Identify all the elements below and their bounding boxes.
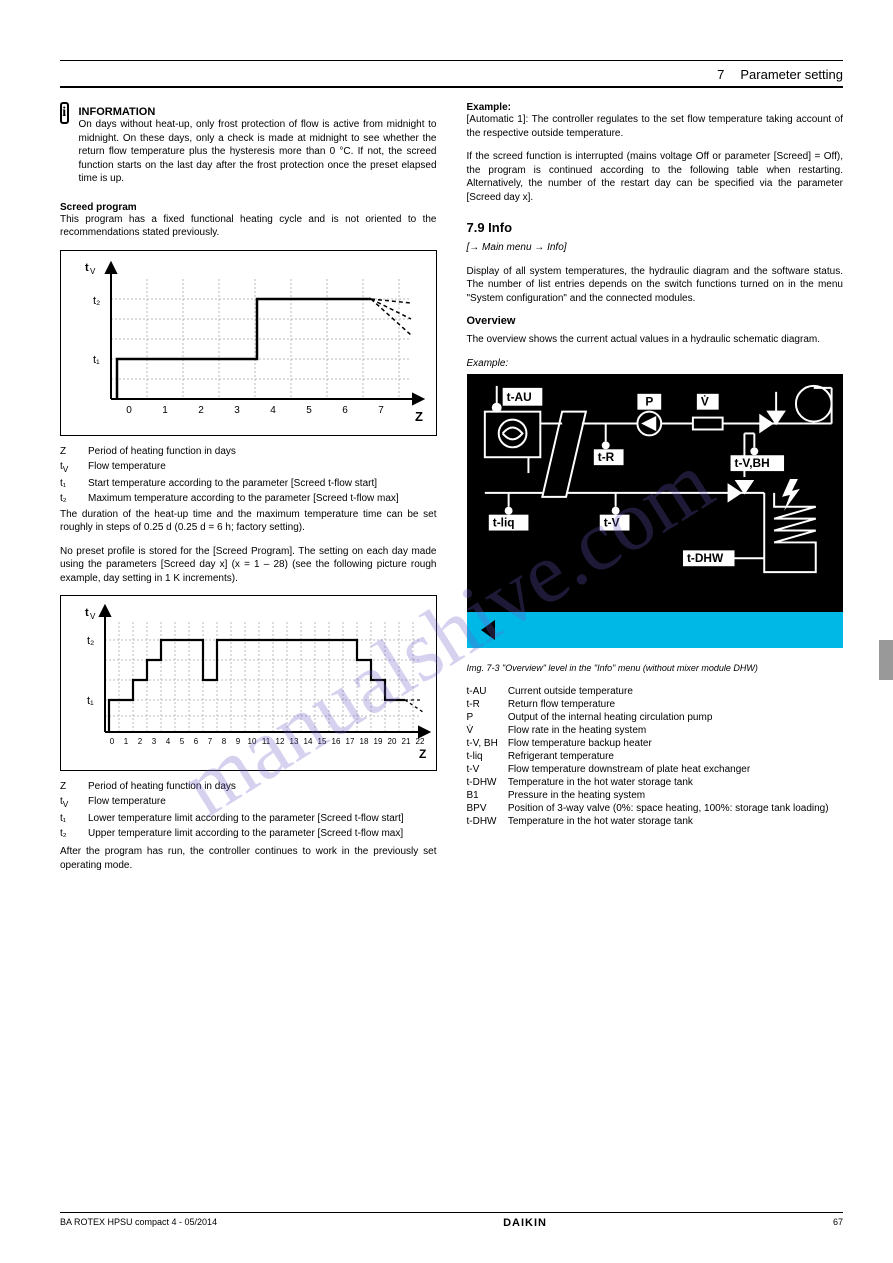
duration-para: The duration of the heat-up time and the… xyxy=(60,508,437,535)
svg-text:0: 0 xyxy=(126,405,132,416)
svg-text:10: 10 xyxy=(248,737,257,746)
legend-row: t₂Maximum temperature according to the p… xyxy=(60,493,437,504)
overview-body: The overview shows the current actual va… xyxy=(467,333,844,347)
screed-body: This program has a fixed functional heat… xyxy=(60,213,437,240)
svg-text:11: 11 xyxy=(262,737,271,746)
label-t-dhw: t-DHW xyxy=(686,551,723,565)
svg-text:3: 3 xyxy=(234,405,240,416)
svg-text:V: V xyxy=(90,267,96,276)
svg-text:3: 3 xyxy=(152,737,157,746)
nav-path: [→ Main menu → Info] xyxy=(467,241,844,255)
chart-1: tV t₂ xyxy=(60,250,437,436)
svg-text:4: 4 xyxy=(270,405,276,416)
svg-text:0: 0 xyxy=(110,737,115,746)
example-body: [Automatic 1]: The controller regulates … xyxy=(467,113,844,140)
footer-page: 67 xyxy=(833,1217,843,1229)
svg-text:14: 14 xyxy=(304,737,313,746)
footer-brand: DAIKIN xyxy=(217,1217,833,1229)
svg-text:20: 20 xyxy=(388,737,397,746)
section-number: 7 xyxy=(717,67,724,82)
svg-text:V: V xyxy=(90,612,96,621)
hydraulic-diagram: t-AU P V̇ t-R t-V,BH t-liq t-V t-DHW xyxy=(467,374,844,648)
svg-text:6: 6 xyxy=(194,737,199,746)
label-t-vbh: t-V,BH xyxy=(734,456,769,470)
svg-text:9: 9 xyxy=(236,737,241,746)
svg-text:16: 16 xyxy=(332,737,341,746)
legend-table: t-AUCurrent outside temperature t-RRetur… xyxy=(467,684,839,829)
side-tab xyxy=(879,640,893,680)
footer-doc-id: BA ROTEX HPSU compact 4 - 05/2014 xyxy=(60,1217,217,1229)
svg-text:t₂: t₂ xyxy=(93,295,100,307)
example-label: Example: xyxy=(467,357,844,371)
label-v: V̇ xyxy=(700,394,708,409)
diagram-footer-strip[interactable] xyxy=(467,612,844,648)
svg-text:t₂: t₂ xyxy=(87,635,94,647)
svg-text:13: 13 xyxy=(290,737,299,746)
legend-row: tVFlow temperature xyxy=(60,796,437,809)
legend-row: ZPeriod of heating function in days xyxy=(60,781,437,792)
label-t-r: t-R xyxy=(597,450,614,464)
svg-text:15: 15 xyxy=(318,737,327,746)
label-t-liq: t-liq xyxy=(492,516,514,530)
info-icon: i xyxy=(60,102,69,124)
example-heading: Example: xyxy=(467,102,844,113)
svg-text:t₁: t₁ xyxy=(87,695,94,707)
svg-text:22: 22 xyxy=(416,737,425,746)
svg-text:1: 1 xyxy=(124,737,129,746)
legend-row: ZPeriod of heating function in days xyxy=(60,446,437,457)
noprofile-para: No preset profile is stored for the [Scr… xyxy=(60,545,437,586)
legend-row: t₁Lower temperature limit according to t… xyxy=(60,813,437,824)
figure-caption: Img. 7-3 "Overview" level in the "Info" … xyxy=(467,662,844,674)
back-icon[interactable] xyxy=(481,620,495,640)
svg-text:7: 7 xyxy=(208,737,213,746)
svg-text:8: 8 xyxy=(222,737,227,746)
legend-row: t₁Start temperature according to the par… xyxy=(60,478,437,489)
svg-text:6: 6 xyxy=(342,405,348,416)
svg-text:17: 17 xyxy=(346,737,355,746)
svg-text:Z: Z xyxy=(415,409,423,424)
overview-heading: Overview xyxy=(467,315,844,327)
svg-text:t: t xyxy=(85,262,89,274)
svg-text:18: 18 xyxy=(360,737,369,746)
label-t-au: t-AU xyxy=(506,390,531,404)
svg-text:2: 2 xyxy=(138,737,143,746)
svg-text:5: 5 xyxy=(306,405,312,416)
svg-text:21: 21 xyxy=(402,737,411,746)
svg-text:t₁: t₁ xyxy=(93,354,100,366)
svg-text:12: 12 xyxy=(276,737,285,746)
legend-row: tVFlow temperature xyxy=(60,461,437,474)
chart-2: tV t₂ xyxy=(60,595,437,771)
section-title: Parameter setting xyxy=(740,67,843,82)
info-body: On days without heat-up, only frost prot… xyxy=(79,118,437,186)
svg-text:4: 4 xyxy=(166,737,171,746)
label-t-v: t-V xyxy=(603,516,619,530)
svg-text:1: 1 xyxy=(162,405,168,416)
legend-row: t₂Upper temperature limit according to t… xyxy=(60,828,437,839)
final-para: After the program has run, the controlle… xyxy=(60,845,437,872)
svg-text:t: t xyxy=(85,607,89,619)
svg-text:19: 19 xyxy=(374,737,383,746)
info-desc: Display of all system temperatures, the … xyxy=(467,265,844,306)
section-7-9-title: 7.9 Info xyxy=(467,220,844,235)
label-p: P xyxy=(645,395,653,409)
info-heading: INFORMATION xyxy=(79,106,437,118)
screed-title: Screed program xyxy=(60,202,437,213)
svg-text:5: 5 xyxy=(180,737,185,746)
svg-text:7: 7 xyxy=(378,405,384,416)
interrupt-para: If the screed function is interrupted (m… xyxy=(467,150,844,204)
svg-text:2: 2 xyxy=(198,405,204,416)
svg-text:Z: Z xyxy=(419,747,426,761)
